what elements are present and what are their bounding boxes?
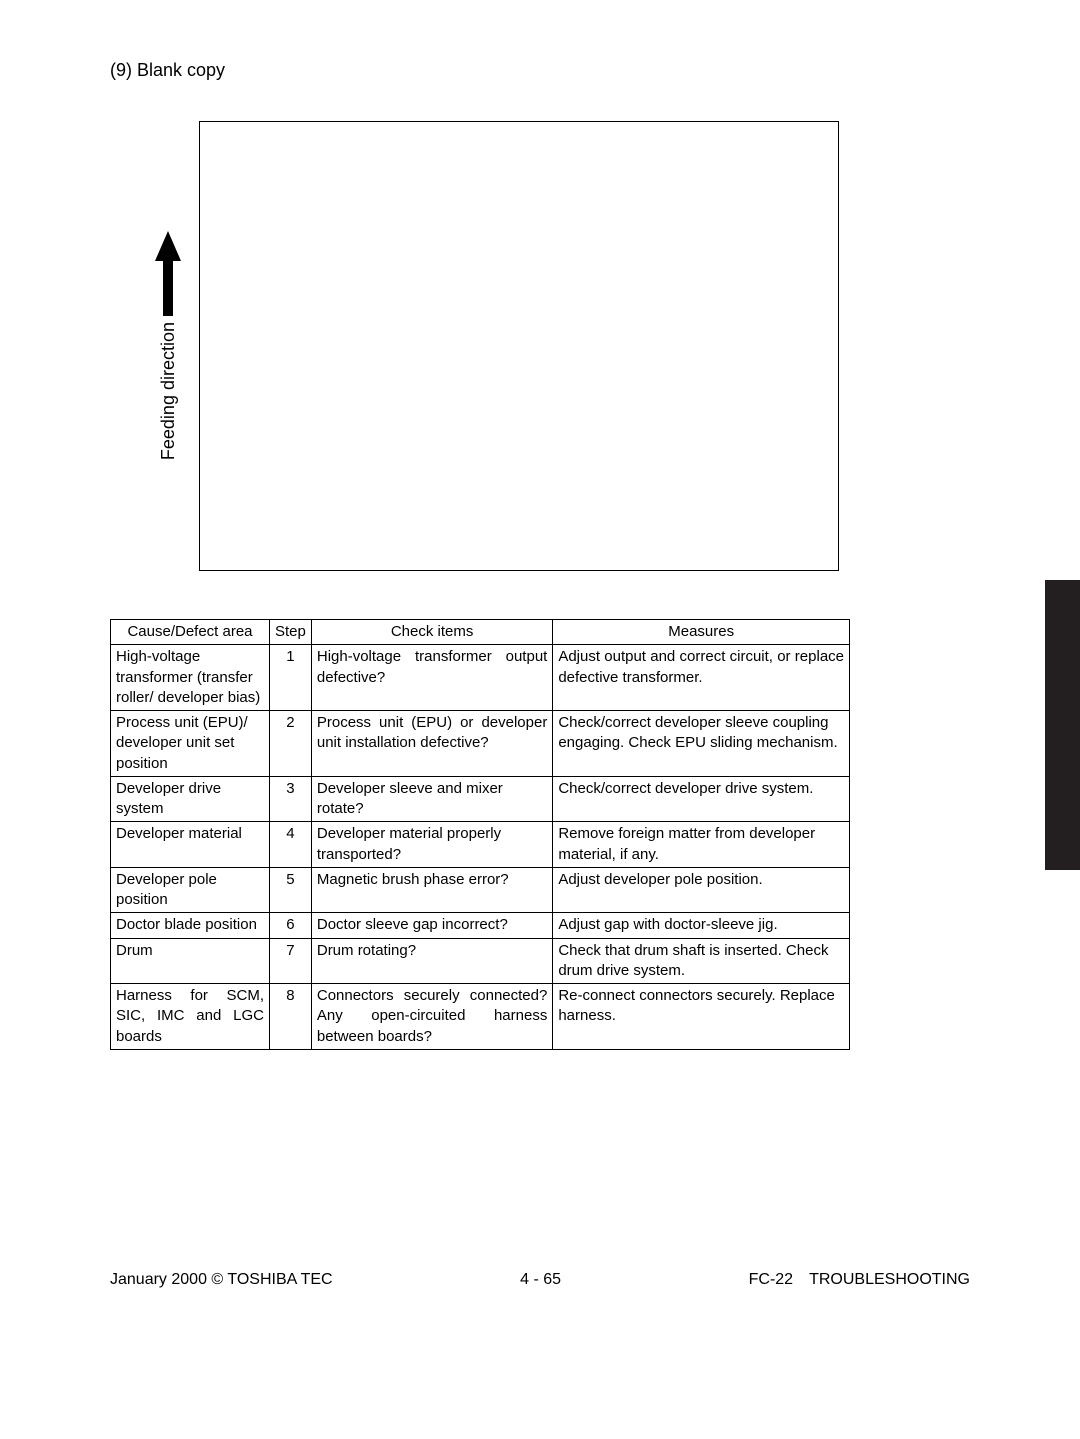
table-row: Drum 7 Drum rotating? Check that drum sh… xyxy=(111,938,850,984)
cell-step: 3 xyxy=(270,776,312,822)
table-row: Process unit (EPU)/ developer unit set p… xyxy=(111,711,850,777)
diagram-row: Feeding direction xyxy=(155,121,970,571)
arrow-head-icon xyxy=(155,231,181,261)
section-tab xyxy=(1045,580,1080,870)
header-cause: Cause/Defect area xyxy=(111,620,270,645)
cell-step: 2 xyxy=(270,711,312,777)
section-title: (9) Blank copy xyxy=(110,60,970,81)
cell-cause: Drum xyxy=(111,938,270,984)
table-row: Doctor blade position 6 Doctor sleeve ga… xyxy=(111,913,850,938)
cell-cause: Doctor blade position xyxy=(111,913,270,938)
table-row: Developer material 4 Developer material … xyxy=(111,822,850,868)
footer-center: 4 - 65 xyxy=(520,1271,561,1289)
troubleshooting-table: Cause/Defect area Step Check items Measu… xyxy=(110,619,850,1050)
cell-cause: Developer material xyxy=(111,822,270,868)
cell-cause: Harness for SCM, SIC, IMC and LGC boards xyxy=(111,984,270,1050)
cell-measures: Check/correct developer sleeve coupling … xyxy=(553,711,850,777)
cell-check: Doctor sleeve gap incorrect? xyxy=(311,913,552,938)
table-row: Harness for SCM, SIC, IMC and LGC boards… xyxy=(111,984,850,1050)
cell-step: 8 xyxy=(270,984,312,1050)
cell-measures: Re-connect connectors securely. Replace … xyxy=(553,984,850,1050)
arrow-shaft-icon xyxy=(163,261,173,316)
cell-measures: Check that drum shaft is inserted. Check… xyxy=(553,938,850,984)
table-row: High-voltage transformer (transfer rolle… xyxy=(111,645,850,711)
cell-measures: Adjust gap with doctor-sleeve jig. xyxy=(553,913,850,938)
cell-step: 5 xyxy=(270,867,312,913)
cell-cause: Developer pole position xyxy=(111,867,270,913)
cell-step: 7 xyxy=(270,938,312,984)
cell-check: Developer material properly transported? xyxy=(311,822,552,868)
cell-measures: Adjust developer pole position. xyxy=(553,867,850,913)
cell-cause: Developer drive system xyxy=(111,776,270,822)
arrow-label: Feeding direction xyxy=(158,322,179,460)
sample-output-box xyxy=(199,121,839,571)
footer-right: FC-22 TROUBLESHOOTING xyxy=(749,1271,970,1289)
page-footer: January 2000 © TOSHIBA TEC 4 - 65 FC-22 … xyxy=(110,1271,970,1289)
cell-measures: Remove foreign matter from developer mat… xyxy=(553,822,850,868)
feeding-direction-arrow: Feeding direction xyxy=(155,231,181,460)
cell-measures: Adjust output and correct circuit, or re… xyxy=(553,645,850,711)
cell-check: Drum rotating? xyxy=(311,938,552,984)
table-row: Developer drive system 3 Developer sleev… xyxy=(111,776,850,822)
cell-step: 4 xyxy=(270,822,312,868)
cell-check: Connectors securely connected? Any open-… xyxy=(311,984,552,1050)
cell-check: Magnetic brush phase error? xyxy=(311,867,552,913)
table-header-row: Cause/Defect area Step Check items Measu… xyxy=(111,620,850,645)
cell-check: High-voltage transformer output defectiv… xyxy=(311,645,552,711)
cell-check: Process unit (EPU) or developer unit ins… xyxy=(311,711,552,777)
cell-step: 1 xyxy=(270,645,312,711)
cell-cause: High-voltage transformer (transfer rolle… xyxy=(111,645,270,711)
cell-measures: Check/correct developer drive system. xyxy=(553,776,850,822)
table-row: Developer pole position 5 Magnetic brush… xyxy=(111,867,850,913)
page: (9) Blank copy Feeding direction Cause/D… xyxy=(0,0,1080,1439)
header-step: Step xyxy=(270,620,312,645)
header-check: Check items xyxy=(311,620,552,645)
cell-cause: Process unit (EPU)/ developer unit set p… xyxy=(111,711,270,777)
cell-check: Developer sleeve and mixer rotate? xyxy=(311,776,552,822)
cell-step: 6 xyxy=(270,913,312,938)
footer-left: January 2000 © TOSHIBA TEC xyxy=(110,1271,333,1289)
header-measures: Measures xyxy=(553,620,850,645)
